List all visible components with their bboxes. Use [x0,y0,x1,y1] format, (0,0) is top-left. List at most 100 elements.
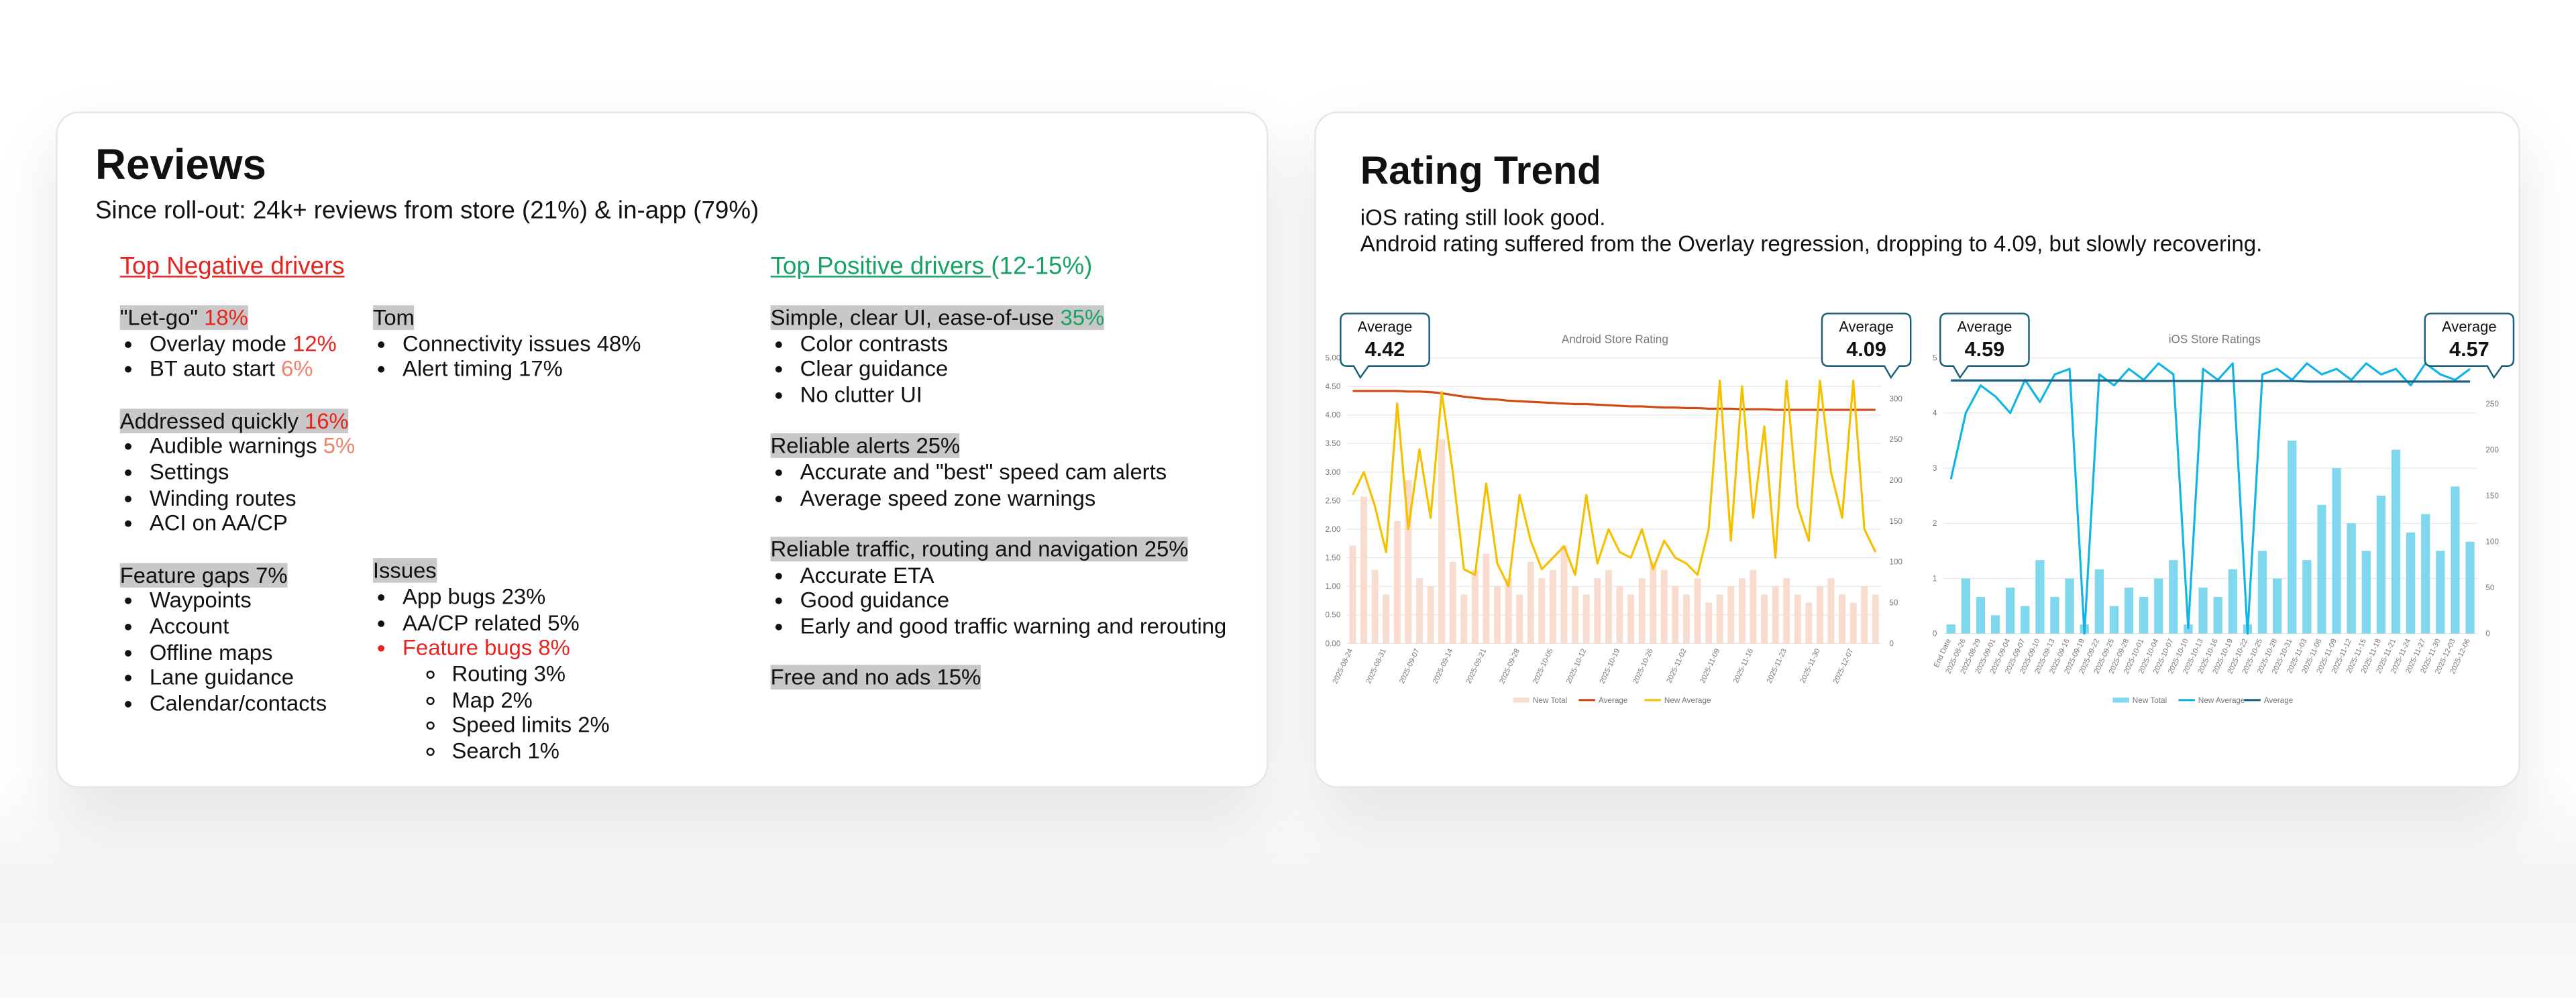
bar [1371,569,1379,644]
text-run: 5% [323,433,356,459]
text-run: Settings [149,459,229,485]
y-tick-label: 0.50 [1326,611,1341,620]
text-run: Connectivity issues 48% [402,331,641,356]
heading-highlight: Reliable alerts 25% [770,433,961,459]
bar [1638,578,1646,644]
bar [1990,615,2000,634]
text-run: Account [149,614,229,639]
bullet-list: Accurate and "best" speed cam alertsAver… [771,459,1227,511]
bullet-list: Audible warnings 5%SettingsWinding route… [120,434,355,537]
callout-label: Average [1957,318,2012,335]
y-tick-label: 0 [1933,630,1937,639]
callout-value: 4.09 [1846,338,1886,361]
heading-highlight: Issues [372,558,437,584]
review-group: Addressed quickly 16%Audible warnings 5%… [119,408,355,537]
text-run: Early and good traffic warning and rerou… [800,614,1227,639]
bar [1861,586,1868,644]
x-tick-label: 2025-11-30 [1799,647,1821,684]
bar [2065,578,2074,634]
bar [2198,588,2208,634]
bar [1549,569,1556,644]
bar [2094,569,2104,634]
positive-heading-wrap: Top Positive drivers (12-15%) [771,253,1093,281]
legend-label: Average [1599,696,1628,705]
text-run: Issues [372,558,437,584]
bar [1483,553,1490,644]
bar [1393,520,1401,644]
bullet-item: Alert timing 17% [402,357,641,382]
bar [2228,569,2237,634]
bar [1727,586,1735,644]
bar [2391,449,2401,634]
positive-heading: Top Positive drivers [770,252,991,281]
bar [1505,578,1512,644]
heading-highlight: Free and no ads 15% [770,665,981,690]
bar [2451,486,2460,634]
text-run: 6% [281,357,313,382]
y2-tick-label: 100 [2485,538,2499,547]
bullet-item: Map 2% [451,687,641,713]
bullet-item: Good guidance [800,588,1227,614]
bar [2021,606,2030,634]
rating-line: iOS rating still look good. [1360,205,1606,230]
y-tick-label: 2 [1933,519,1937,528]
callout-box [1939,313,2030,380]
text-run: Waypoints [149,588,252,613]
y-tick-label: 5 [1933,353,1937,362]
callout-label: Average [2442,318,2497,335]
review-group: IssuesApp bugs 23%AA/CP related 5%Featur… [372,558,641,764]
text-run: Reliable traffic, routing and navigation… [770,537,1189,561]
bullet-item: BT auto start 6% [150,357,355,382]
bullet-item: Account [150,614,355,639]
text-run: Winding routes [149,485,297,510]
bar [1516,594,1523,644]
bar [1605,569,1612,644]
bar [2050,596,2059,634]
bullet-item: Average speed zone warnings [800,486,1227,511]
y-tick-label: 3.00 [1326,468,1341,477]
bar [1805,602,1813,644]
bullet-item: Winding routes [150,486,355,511]
bar [1660,569,1668,644]
bullet-item: Color contrasts [800,331,1227,357]
bar [2347,523,2356,634]
negative-heading: Top Negative drivers [119,252,345,281]
bar [1750,569,1757,644]
bar [1471,569,1479,644]
review-group: Feature gaps 7%WaypointsAccountOffline m… [119,562,355,718]
legend-label: New Average [1664,696,1711,705]
text-run: Feature bugs 8% [402,635,570,661]
callout-value: 4.59 [1965,338,2005,361]
legend-swatch [1513,698,1530,703]
bar [2332,467,2341,634]
bar [2169,560,2178,634]
bullet-item: Settings [150,459,355,485]
bar [1961,578,1970,634]
x-tick-label: 2025-09-28 [1498,647,1521,685]
text-run: Calendar/contacts [149,691,327,716]
bar [1527,561,1534,644]
group-heading: Addressed quickly 16% [119,408,355,433]
bar [2317,504,2326,634]
bar [1582,594,1590,644]
bar [1360,496,1368,644]
reviews-subtitle: Since roll-out: 24k+ reviews from store … [95,197,759,225]
y-tick-label: 2.00 [1326,525,1341,534]
text-run: AA/CP related 5% [402,610,580,634]
text-run: Free and no ads 15% [770,665,981,690]
bullet-item: Routing 3% [451,661,641,687]
y-tick-label: 1.00 [1326,582,1341,591]
bullet-list: WaypointsAccountOffline mapsLane guidanc… [120,588,355,717]
bullet-item: Lane guidance [150,665,355,691]
bar [1705,602,1713,644]
x-tick-label: 2025-09-14 [1432,647,1455,685]
bullet-list: Overlay mode 12%BT auto start 6% [120,331,355,383]
bar [1672,586,1679,644]
reviews-card: Reviews Since roll-out: 24k+ reviews fro… [56,111,1269,788]
y-tick-label: 0.00 [1326,639,1341,648]
bar [2302,560,2312,634]
x-tick-label: 2025-09-07 [1398,647,1421,685]
bullet-item: ACI on AA/CP [150,511,355,537]
bar [2436,551,2445,634]
text-run: Average speed zone warnings [800,485,1096,510]
